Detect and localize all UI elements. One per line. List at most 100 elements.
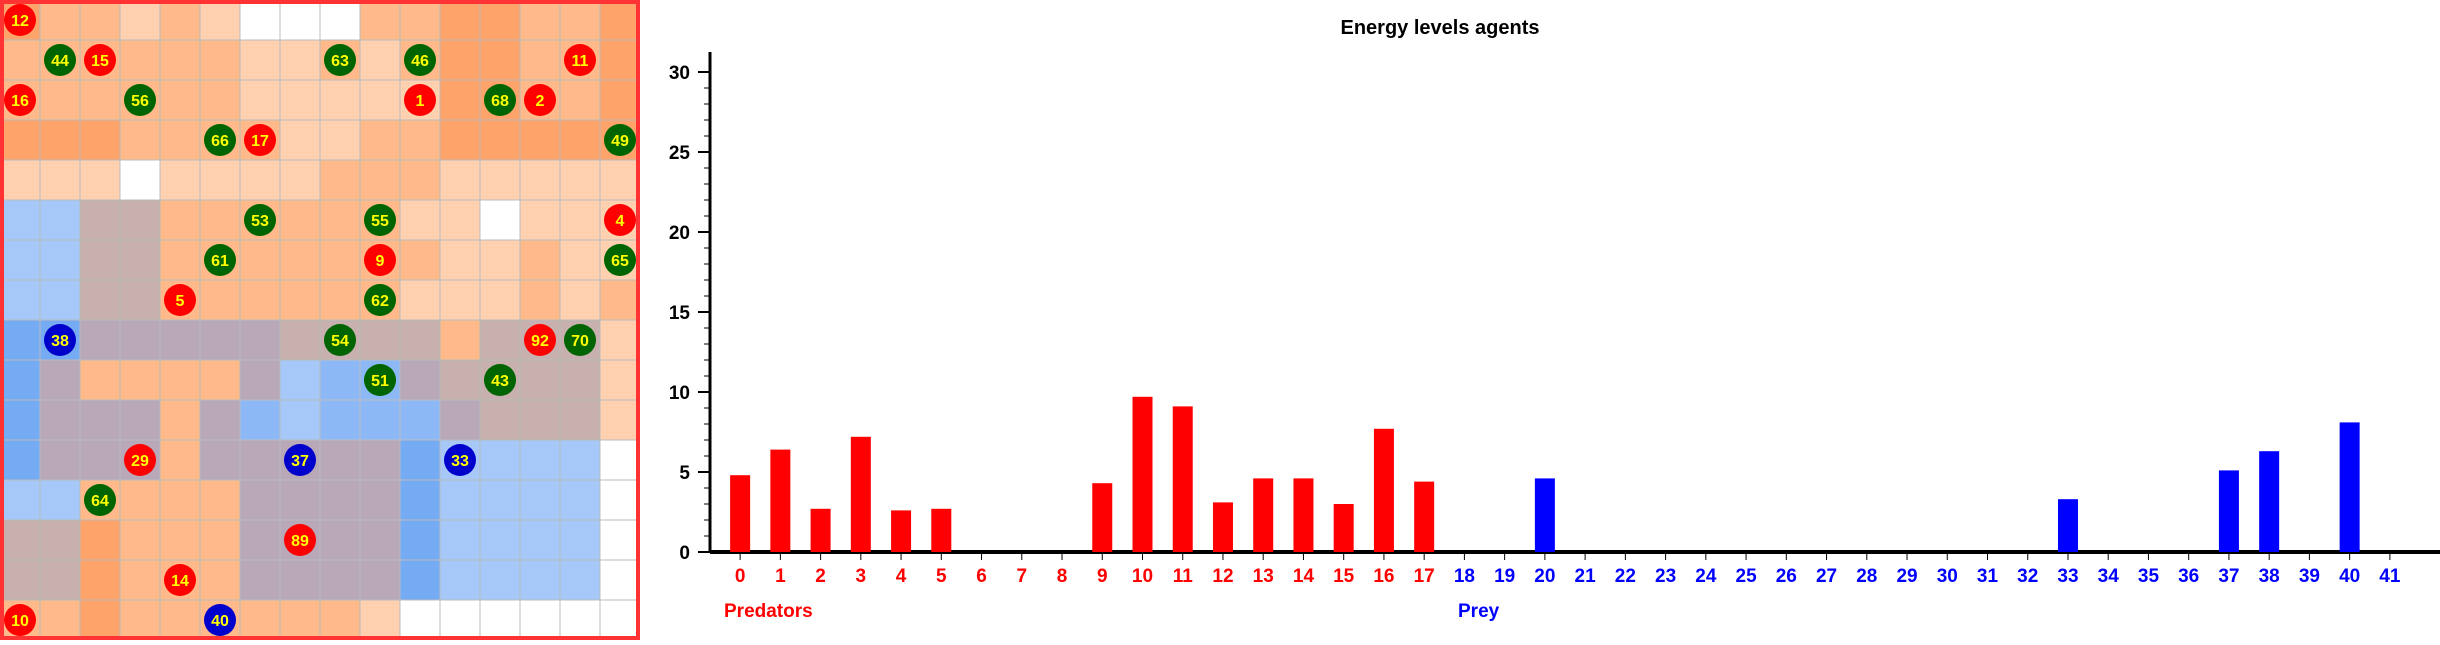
prey-bar bbox=[1534, 478, 1555, 552]
grid-cell bbox=[519, 239, 561, 281]
grid-cell bbox=[0, 559, 41, 601]
grid-cell bbox=[239, 0, 281, 41]
grid-cell bbox=[119, 159, 161, 201]
grid-cell bbox=[0, 479, 41, 521]
predator-agent-token bbox=[524, 84, 556, 116]
grid-cell bbox=[79, 239, 121, 281]
agent-id-label: 54 bbox=[331, 333, 349, 350]
grid-cell bbox=[79, 399, 121, 441]
x-tick-label: 37 bbox=[2218, 566, 2239, 587]
x-tick-label: 18 bbox=[1454, 566, 1475, 587]
grid-cell bbox=[199, 439, 241, 481]
grid-cell bbox=[119, 479, 161, 521]
grid-cell bbox=[399, 479, 441, 521]
agent-id-label: 29 bbox=[131, 453, 149, 470]
agent-id-label: 10 bbox=[11, 613, 29, 630]
grid-cell bbox=[439, 279, 481, 321]
grid-cell bbox=[479, 279, 521, 321]
y-tick-label: 15 bbox=[669, 303, 691, 324]
grid-cell bbox=[159, 79, 201, 121]
predators-bar bbox=[770, 449, 791, 552]
grid-cell bbox=[79, 439, 121, 481]
agent-id-label: 5 bbox=[176, 293, 185, 310]
grid-cell bbox=[0, 439, 41, 481]
grid-cell bbox=[559, 0, 601, 41]
prey-agent-token bbox=[44, 324, 76, 356]
agent-id-label: 4 bbox=[616, 213, 625, 230]
food-agent-token bbox=[484, 364, 516, 396]
grid-cell bbox=[199, 519, 241, 561]
grid-cell bbox=[599, 79, 641, 121]
agent-id-label: 2 bbox=[536, 93, 545, 110]
grid-cell bbox=[479, 199, 521, 241]
grid-cell bbox=[39, 599, 81, 641]
grid-cell bbox=[0, 279, 41, 321]
predators-bar bbox=[1333, 504, 1354, 552]
grid-cell bbox=[0, 399, 41, 441]
predator-agent-token bbox=[364, 244, 396, 276]
predators-bar bbox=[1293, 478, 1314, 552]
agent-id-label: 56 bbox=[131, 93, 149, 110]
grid-cell bbox=[0, 199, 41, 241]
grid-cell bbox=[159, 479, 201, 521]
grid-cell bbox=[239, 559, 281, 601]
agent-id-label: 33 bbox=[451, 453, 469, 470]
world-grid: 12 44 15 63 46 11 16 56 1 68 2 66 17 49 53 55 4 61 9 65 5 62 3… bbox=[0, 0, 641, 641]
grid-cell bbox=[239, 519, 281, 561]
grid-cell bbox=[39, 119, 81, 161]
grid-cell bbox=[0, 519, 41, 561]
grid-cell bbox=[79, 519, 121, 561]
food-agent-token bbox=[484, 84, 516, 116]
x-tick-label: 29 bbox=[1896, 566, 1917, 587]
grid-cell bbox=[119, 519, 161, 561]
x-tick-label: 16 bbox=[1373, 566, 1394, 587]
grid-cell bbox=[159, 319, 201, 361]
grid-cell bbox=[199, 319, 241, 361]
grid-cell bbox=[399, 0, 441, 41]
grid-cell bbox=[599, 559, 641, 601]
predator-agent-token bbox=[84, 44, 116, 76]
grid-cell bbox=[239, 239, 281, 281]
grid-cell bbox=[79, 599, 121, 641]
grid-cell bbox=[239, 39, 281, 81]
y-tick-label: 20 bbox=[669, 223, 690, 244]
grid-cell bbox=[199, 0, 241, 41]
grid-cell bbox=[119, 559, 161, 601]
grid-cell bbox=[399, 559, 441, 601]
grid-cell bbox=[319, 239, 361, 281]
grid-cell bbox=[439, 519, 481, 561]
grid-cell bbox=[559, 119, 601, 161]
predator-agent-token bbox=[244, 124, 276, 156]
grid-cell bbox=[239, 319, 281, 361]
grid-cell bbox=[319, 119, 361, 161]
grid-cell bbox=[0, 239, 41, 281]
grid-cell bbox=[39, 159, 81, 201]
grid-cell bbox=[239, 279, 281, 321]
grid-cell bbox=[439, 199, 481, 241]
food-agent-token bbox=[84, 484, 116, 516]
grid-cell bbox=[39, 359, 81, 401]
grid-cell bbox=[439, 239, 481, 281]
grid-cell bbox=[119, 399, 161, 441]
grid-cell bbox=[79, 79, 121, 121]
predator-agent-token bbox=[564, 44, 596, 76]
grid-cell bbox=[599, 599, 641, 641]
grid-cell bbox=[239, 79, 281, 121]
grid-cell bbox=[159, 119, 201, 161]
grid-cell bbox=[479, 119, 521, 161]
food-agent-token bbox=[204, 124, 236, 156]
grid-cell bbox=[159, 239, 201, 281]
grid-cell bbox=[279, 159, 321, 201]
grid-cell bbox=[279, 479, 321, 521]
grid-cell bbox=[359, 319, 401, 361]
grid-cell bbox=[319, 199, 361, 241]
agent-id-label: 14 bbox=[171, 573, 189, 590]
grid-cell bbox=[399, 199, 441, 241]
grid-cell bbox=[199, 359, 241, 401]
y-tick-label: 30 bbox=[669, 63, 690, 84]
energy-chart: Energy levels agents Predators Prey 0510… bbox=[669, 17, 2440, 622]
grid-border bbox=[0, 0, 640, 640]
grid-cell bbox=[0, 39, 41, 81]
agent-id-label: 61 bbox=[211, 253, 229, 270]
grid-cell bbox=[119, 119, 161, 161]
